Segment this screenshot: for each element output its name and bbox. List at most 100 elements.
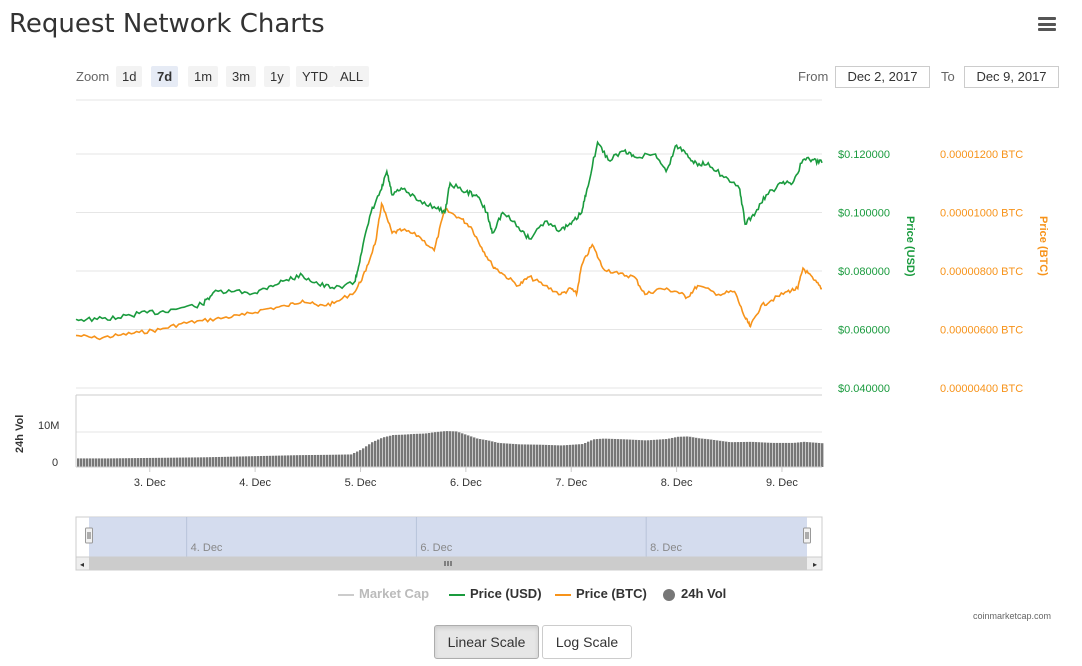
vol-bar — [173, 457, 176, 467]
vol-bar — [653, 439, 656, 467]
vol-bar — [644, 440, 647, 467]
vol-bar — [140, 458, 143, 467]
vol-bar — [488, 440, 491, 467]
usd-axis-title: Price (USD) — [904, 216, 916, 277]
vol-bar — [137, 458, 140, 467]
price-chart[interactable]: $0.120000 0.00001200 BTC $0.100000 0.000010… — [0, 0, 1082, 580]
vol-bar — [695, 437, 698, 467]
vol-bar — [242, 456, 245, 467]
vol-bar — [113, 458, 116, 467]
vol-bar — [209, 457, 212, 467]
vol-bar — [365, 446, 368, 467]
vol-bar — [431, 432, 434, 467]
zoom-1m-button[interactable]: 1m — [188, 66, 219, 87]
vol-bar — [626, 439, 629, 467]
vol-bar — [746, 441, 749, 467]
x-tick-label: 7. Dec — [555, 477, 587, 489]
vol-bar — [281, 455, 284, 467]
vol-bar — [434, 432, 437, 467]
btc-tick-label: 0.00000800 BTC — [940, 266, 1023, 278]
price-btc-swatch-icon — [555, 593, 571, 596]
zoom-all-button[interactable]: ALL — [334, 66, 370, 87]
vol-bar — [779, 442, 782, 467]
vol-bar — [158, 457, 161, 467]
usd-tick-label: $0.060000 — [838, 325, 890, 337]
vol-bar — [785, 442, 788, 467]
vol-bar — [692, 437, 695, 467]
vol-bar — [233, 456, 236, 467]
vol-bar — [821, 443, 824, 467]
vol-bar — [197, 457, 200, 467]
zoom-ytd-button[interactable]: YTD — [296, 66, 334, 87]
vol-bar — [485, 440, 488, 467]
x-tick-label: 9. Dec — [766, 477, 798, 489]
vol-bar — [605, 438, 608, 467]
legend-24h-vol[interactable]: 24h Vol — [663, 586, 726, 601]
navigator-handle-icon[interactable] — [85, 527, 93, 544]
vol-tick-label: 0 — [52, 457, 58, 469]
vol-bar — [668, 438, 671, 467]
vol-tick-label: 10M — [38, 420, 59, 432]
hamburger-menu-icon[interactable] — [1038, 17, 1056, 31]
range-to-input[interactable]: Dec 9, 2017 — [964, 66, 1059, 88]
vol-bar — [545, 444, 548, 467]
vol-bar — [215, 457, 218, 467]
vol-bar — [518, 444, 521, 467]
vol-bar — [206, 457, 209, 467]
vol-bar — [614, 438, 617, 467]
vol-bar — [698, 438, 701, 467]
vol-bar — [356, 451, 359, 467]
vol-bar — [767, 442, 770, 467]
legend-price-btc[interactable]: Price (BTC) — [555, 586, 647, 601]
navigator-tick-label: 6. Dec — [420, 542, 452, 554]
vol-bar — [542, 444, 545, 467]
vol-bar — [659, 439, 662, 467]
vol-bar — [311, 455, 314, 467]
vol-bar — [164, 457, 167, 467]
vol-bar — [725, 441, 728, 467]
vol-bar — [248, 456, 251, 467]
legend-price-usd[interactable]: Price (USD) — [449, 586, 542, 601]
legend-market-cap[interactable]: Market Cap — [338, 586, 429, 601]
vol-bar — [530, 444, 533, 467]
vol-bar — [161, 457, 164, 467]
navigator-handle-icon[interactable] — [803, 527, 811, 544]
vol-bar — [611, 438, 614, 467]
vol-bar — [755, 442, 758, 467]
vol-bar — [494, 442, 497, 467]
vol-bar — [404, 434, 407, 467]
vol-bar — [509, 443, 512, 467]
zoom-3m-button[interactable]: 3m — [226, 66, 257, 87]
vol-bar — [422, 433, 425, 467]
vol-bar — [701, 438, 704, 467]
vol-bar — [476, 438, 479, 467]
vol-bar — [638, 440, 641, 467]
vol-bar — [479, 439, 482, 467]
price-usd-swatch-icon — [449, 593, 465, 596]
vol-bar — [182, 457, 185, 467]
navigator-tick-label: 8. Dec — [650, 542, 682, 554]
vol-bar — [623, 439, 626, 467]
range-from-input[interactable]: Dec 2, 2017 — [835, 66, 930, 88]
vol-bar — [734, 442, 737, 467]
vol-bar — [152, 457, 155, 467]
zoom-7d-button[interactable]: 7d — [151, 66, 179, 87]
zoom-1y-button[interactable]: 1y — [264, 66, 290, 87]
vol-bar — [455, 431, 458, 467]
vol-bar — [305, 455, 308, 467]
log-scale-button[interactable]: Log Scale — [542, 625, 632, 659]
vol-bar — [110, 458, 113, 467]
vol-bar — [815, 442, 818, 467]
vol-bar — [602, 438, 605, 467]
vol-bar — [548, 445, 551, 467]
zoom-label: Zoom — [76, 69, 110, 84]
vol-bar — [380, 438, 383, 467]
credit-link[interactable]: coinmarketcap.com — [973, 611, 1052, 621]
vol-bar — [794, 442, 797, 467]
vol-bar — [572, 444, 575, 467]
vol-bar — [221, 456, 224, 467]
vol-bar — [254, 456, 257, 467]
zoom-1d-button[interactable]: 1d — [116, 66, 143, 87]
linear-scale-button[interactable]: Linear Scale — [434, 625, 539, 659]
vol-bar — [293, 455, 296, 467]
